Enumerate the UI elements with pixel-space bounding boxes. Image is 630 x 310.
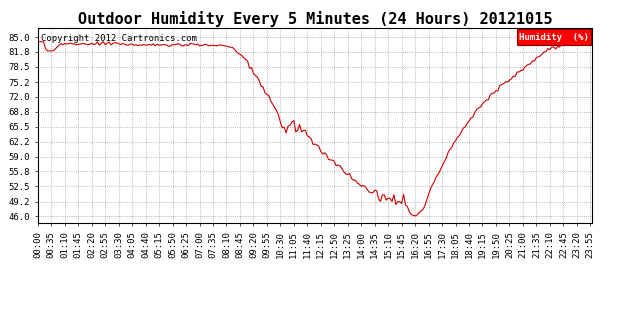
Text: Copyright 2012 Cartronics.com: Copyright 2012 Cartronics.com	[40, 34, 197, 43]
Title: Outdoor Humidity Every 5 Minutes (24 Hours) 20121015: Outdoor Humidity Every 5 Minutes (24 Hou…	[77, 11, 553, 27]
Text: Humidity  (%): Humidity (%)	[519, 33, 589, 42]
FancyBboxPatch shape	[517, 29, 591, 46]
